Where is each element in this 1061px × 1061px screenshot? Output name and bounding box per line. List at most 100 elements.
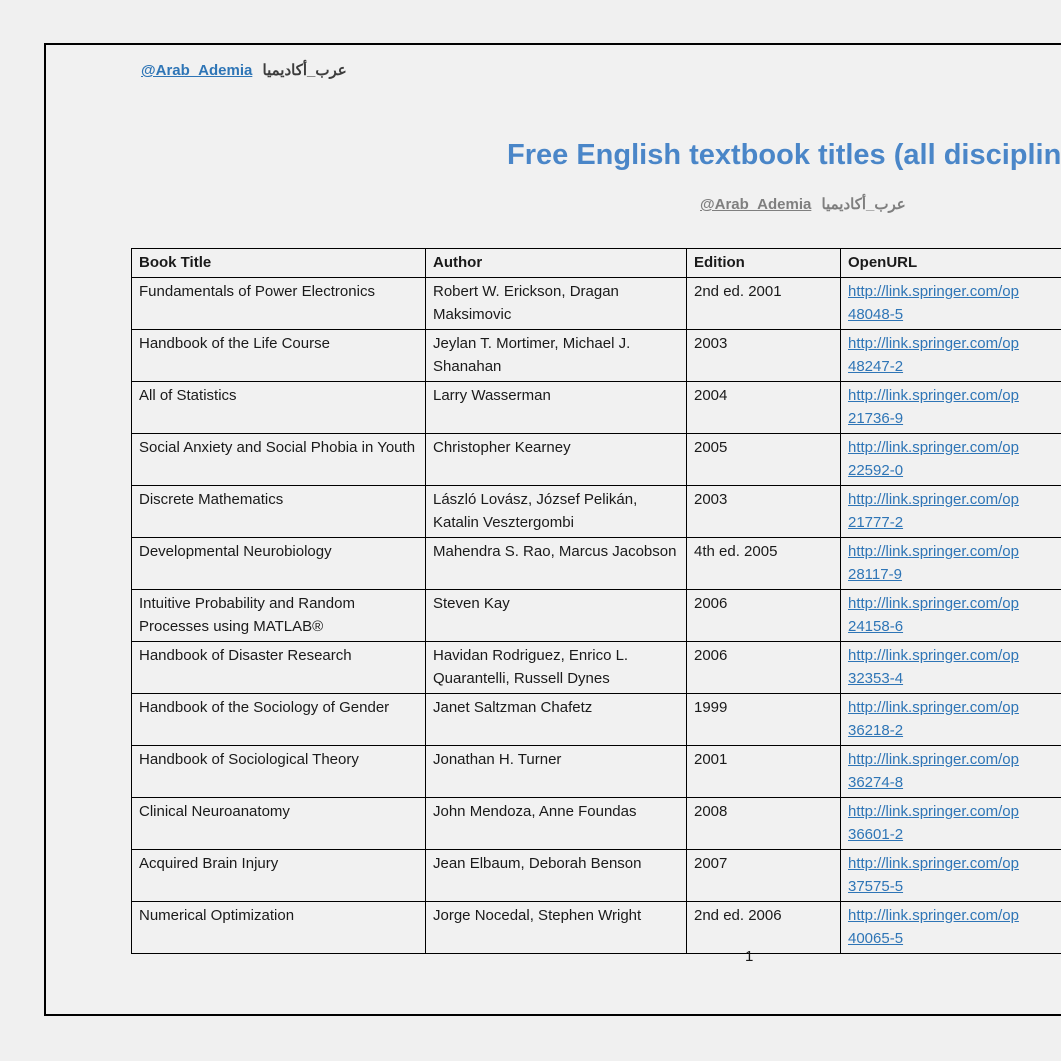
cell-edition: 2003	[686, 484, 841, 538]
cell-author: Jeylan T. Mortimer, Michael J. Shanahan	[425, 328, 687, 382]
openurl-suffix: 48048-5	[848, 306, 904, 323]
openurl-suffix: 21736-9	[848, 410, 904, 427]
cell-book-title: Intuitive Probability and Random Process…	[131, 588, 426, 642]
openurl-link[interactable]: http://link.springer.com/op 21777-2	[848, 488, 1019, 535]
cell-openurl: http://link.springer.com/op 22592-0	[840, 432, 1061, 486]
arab-ademia-link[interactable]: @Arab_Ademia	[141, 62, 253, 79]
cell-author: Janet Saltzman Chafetz	[425, 692, 687, 746]
cell-openurl: http://link.springer.com/op 37575-5	[840, 848, 1061, 902]
cell-book-title: Handbook of Sociological Theory	[131, 744, 426, 798]
cell-author: Jean Elbaum, Deborah Benson	[425, 848, 687, 902]
openurl-prefix: http://link.springer.com/op	[848, 906, 1019, 924]
table-row: Handbook of Disaster Research Havidan Ro…	[131, 640, 1061, 694]
openurl-link[interactable]: http://link.springer.com/op 28117-9	[848, 540, 1019, 587]
openurl-suffix: 28117-9	[848, 566, 902, 583]
openurl-prefix: http://link.springer.com/op	[848, 282, 1019, 300]
table-row: Numerical Optimization Jorge Nocedal, St…	[131, 900, 1061, 954]
table-row: Clinical Neuroanatomy John Mendoza, Anne…	[131, 796, 1061, 850]
openurl-suffix: 24158-6	[848, 618, 904, 635]
col-header-book-title: Book Title	[131, 248, 426, 278]
table-row: Handbook of Sociological Theory Jonathan…	[131, 744, 1061, 798]
cell-book-title: Handbook of Disaster Research	[131, 640, 426, 694]
openurl-link[interactable]: http://link.springer.com/op 36218-2	[848, 696, 1019, 743]
cell-openurl: http://link.springer.com/op 48247-2	[840, 328, 1061, 382]
openurl-link[interactable]: http://link.springer.com/op 48247-2	[848, 332, 1019, 379]
openurl-link[interactable]: http://link.springer.com/op 40065-5	[848, 904, 1019, 951]
cell-book-title: Discrete Mathematics	[131, 484, 426, 538]
cell-openurl: http://link.springer.com/op 28117-9	[840, 536, 1061, 590]
cell-openurl: http://link.springer.com/op 32353-4	[840, 640, 1061, 694]
cell-openurl: http://link.springer.com/op 40065-5	[840, 900, 1061, 954]
table-row: All of Statistics Larry Wasserman 2004 h…	[131, 380, 1061, 434]
cell-author: Jorge Nocedal, Stephen Wright	[425, 900, 687, 954]
openurl-prefix: http://link.springer.com/op	[848, 854, 1019, 872]
cell-openurl: http://link.springer.com/op 36274-8	[840, 744, 1061, 798]
subtitle-arab-ademia-link[interactable]: @Arab_Ademia	[700, 196, 812, 213]
table-row: Discrete Mathematics László Lovász, Józs…	[131, 484, 1061, 538]
document-page: @Arab_Ademia عرب_أكاديميا Free English t…	[44, 43, 1061, 1016]
table-row: Handbook of the Life Course Jeylan T. Mo…	[131, 328, 1061, 382]
cell-edition: 2nd ed. 2001	[686, 276, 841, 330]
cell-openurl: http://link.springer.com/op 21777-2	[840, 484, 1061, 538]
cell-edition: 2003	[686, 328, 841, 382]
openurl-suffix: 21777-2	[848, 514, 904, 531]
openurl-prefix: http://link.springer.com/op	[848, 698, 1019, 716]
openurl-link[interactable]: http://link.springer.com/op 21736-9	[848, 384, 1019, 431]
openurl-link[interactable]: http://link.springer.com/op 36601-2	[848, 800, 1019, 847]
cell-edition: 2008	[686, 796, 841, 850]
table-row: Intuitive Probability and Random Process…	[131, 588, 1061, 642]
page-title: Free English textbook titles (all discip…	[507, 139, 1061, 171]
document-top-header: @Arab_Ademia عرب_أكاديميا	[141, 61, 347, 79]
cell-openurl: http://link.springer.com/op 48048-5	[840, 276, 1061, 330]
table-row: Developmental Neurobiology Mahendra S. R…	[131, 536, 1061, 590]
openurl-suffix: 36601-2	[848, 826, 904, 843]
openurl-link[interactable]: http://link.springer.com/op 36274-8	[848, 748, 1019, 795]
cell-book-title: All of Statistics	[131, 380, 426, 434]
openurl-suffix: 36274-8	[848, 774, 904, 791]
cell-author: Jonathan H. Turner	[425, 744, 687, 798]
cell-edition: 4th ed. 2005	[686, 536, 841, 590]
openurl-link[interactable]: http://link.springer.com/op 37575-5	[848, 852, 1019, 899]
cell-edition: 1999	[686, 692, 841, 746]
cell-book-title: Handbook of the Life Course	[131, 328, 426, 382]
cell-author: John Mendoza, Anne Foundas	[425, 796, 687, 850]
books-table: Book Title Author Edition OpenURL Fundam…	[131, 248, 1061, 954]
table-row: Social Anxiety and Social Phobia in Yout…	[131, 432, 1061, 486]
cell-book-title: Developmental Neurobiology	[131, 536, 426, 590]
openurl-link[interactable]: http://link.springer.com/op 32353-4	[848, 644, 1019, 691]
col-header-openurl: OpenURL	[840, 248, 1061, 278]
openurl-suffix: 48247-2	[848, 358, 904, 375]
cell-edition: 2005	[686, 432, 841, 486]
openurl-link[interactable]: http://link.springer.com/op 48048-5	[848, 280, 1019, 327]
cell-author: Steven Kay	[425, 588, 687, 642]
cell-author: Larry Wasserman	[425, 380, 687, 434]
cell-book-title: Handbook of the Sociology of Gender	[131, 692, 426, 746]
openurl-prefix: http://link.springer.com/op	[848, 438, 1019, 456]
openurl-suffix: 22592-0	[848, 462, 904, 479]
subtitle: @Arab_Ademia عرب_أكاديميا	[700, 195, 906, 213]
cell-book-title: Social Anxiety and Social Phobia in Yout…	[131, 432, 426, 486]
openurl-link[interactable]: http://link.springer.com/op 24158-6	[848, 592, 1019, 639]
openurl-suffix: 36218-2	[848, 722, 904, 739]
table-row: Acquired Brain Injury Jean Elbaum, Debor…	[131, 848, 1061, 902]
cell-author: Christopher Kearney	[425, 432, 687, 486]
cell-openurl: http://link.springer.com/op 36601-2	[840, 796, 1061, 850]
openurl-prefix: http://link.springer.com/op	[848, 802, 1019, 820]
table-header-row: Book Title Author Edition OpenURL	[131, 248, 1061, 278]
col-header-edition: Edition	[686, 248, 841, 278]
cell-edition: 2006	[686, 640, 841, 694]
cell-author: László Lovász, József Pelikán, Katalin V…	[425, 484, 687, 538]
page-number: 1	[745, 948, 754, 965]
col-header-author: Author	[425, 248, 687, 278]
openurl-prefix: http://link.springer.com/op	[848, 542, 1019, 560]
openurl-suffix: 40065-5	[848, 930, 904, 947]
cell-openurl: http://link.springer.com/op 24158-6	[840, 588, 1061, 642]
cell-openurl: http://link.springer.com/op 21736-9	[840, 380, 1061, 434]
openurl-prefix: http://link.springer.com/op	[848, 334, 1019, 352]
openurl-suffix: 37575-5	[848, 878, 904, 895]
openurl-prefix: http://link.springer.com/op	[848, 750, 1019, 768]
openurl-prefix: http://link.springer.com/op	[848, 386, 1019, 404]
cell-edition: 2001	[686, 744, 841, 798]
openurl-link[interactable]: http://link.springer.com/op 22592-0	[848, 436, 1019, 483]
